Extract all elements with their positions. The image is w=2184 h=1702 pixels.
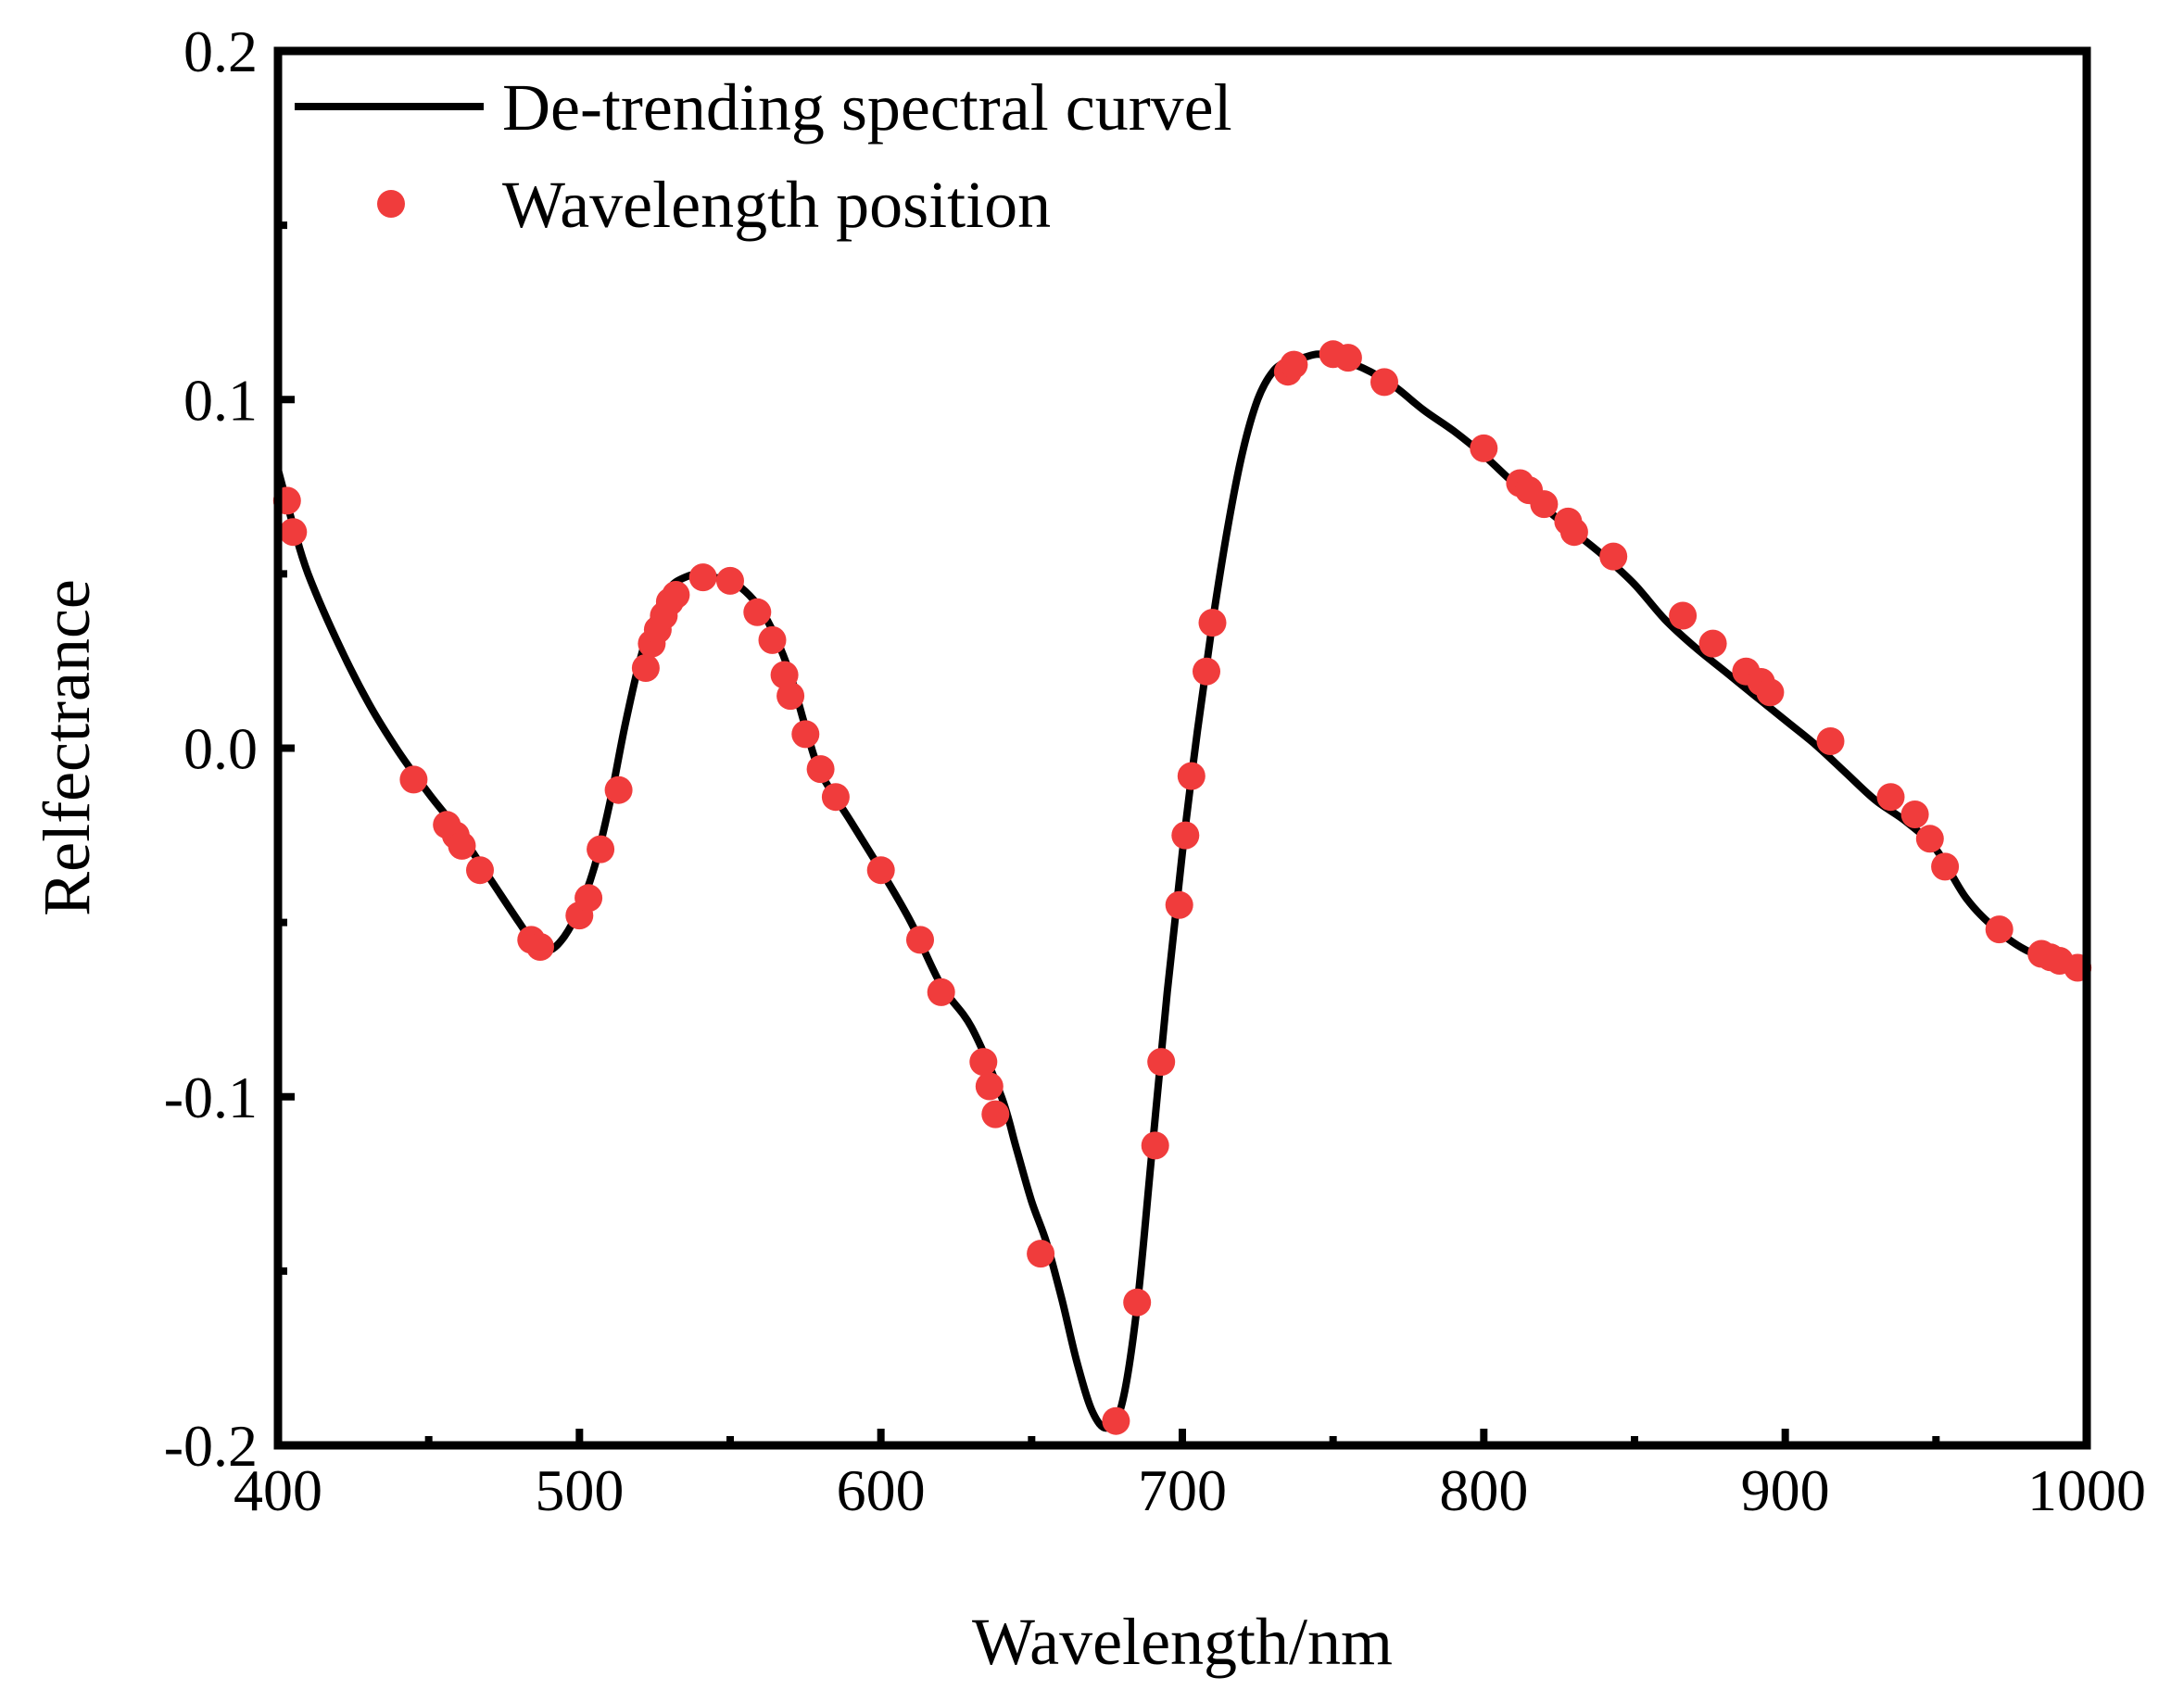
wavelength-marker — [1931, 852, 1960, 881]
wavelength-marker — [1900, 801, 1929, 828]
wavelength-marker — [975, 1072, 1004, 1101]
y-tick-label: 0.1 — [183, 367, 258, 433]
wavelength-marker — [1177, 762, 1206, 790]
x-tick-label: 500 — [535, 1457, 624, 1523]
y-tick-label: -0.2 — [164, 1413, 258, 1479]
wavelength-marker — [1756, 678, 1785, 707]
x-tick-label: 700 — [1138, 1457, 1227, 1523]
wavelength-marker — [631, 654, 660, 682]
wavelength-marker — [1333, 344, 1362, 372]
wavelength-marker — [1915, 825, 1944, 853]
wavelength-marker — [1599, 542, 1628, 571]
spectral-curve-line — [278, 350, 2087, 1432]
wavelength-marker — [776, 682, 805, 711]
x-tick-label: 600 — [837, 1457, 926, 1523]
wavelength-marker — [574, 884, 603, 913]
x-axis-ticks: 400 500 600 700 800 900 1000 — [234, 1429, 2146, 1523]
wavelength-marker — [1193, 657, 1220, 686]
wavelength-marker — [1876, 783, 1905, 812]
x-axis-title: Wavelength/nm — [972, 1605, 1393, 1679]
wavelength-marker — [1102, 1406, 1130, 1435]
wavelength-marker — [604, 775, 633, 804]
wavelength-marker — [806, 755, 835, 784]
legend-label-curve: De-trending spectral curvel — [502, 70, 1232, 145]
y-tick-label: 0.2 — [183, 19, 258, 84]
wavelength-marker — [1985, 915, 2014, 944]
wavelength-marker — [770, 661, 799, 689]
x-tick-label: 1000 — [2027, 1457, 2146, 1523]
wavelength-marker — [1559, 518, 1588, 547]
wavelength-marker — [716, 566, 744, 595]
wavelength-marker — [743, 598, 772, 626]
y-tick-label: 0.0 — [183, 716, 258, 782]
y-axis-ticks: -0.2 -0.1 0.0 0.1 0.2 — [164, 19, 295, 1479]
wavelength-marker — [1141, 1131, 1169, 1160]
wavelength-marker — [981, 1100, 1010, 1128]
wavelength-marker — [1669, 601, 1698, 630]
wavelength-marker — [1171, 821, 1200, 850]
wavelength-marker — [1123, 1288, 1152, 1317]
legend-label-markers: Wavelength position — [502, 168, 1051, 242]
wavelength-marker — [466, 856, 494, 885]
wavelength-marker — [758, 625, 787, 654]
wavelength-marker — [969, 1048, 998, 1077]
legend-marker-swatch — [377, 190, 405, 218]
wavelength-position-markers — [272, 340, 2092, 1435]
wavelength-marker — [1280, 350, 1308, 379]
wavelength-marker — [1698, 629, 1727, 658]
wavelength-marker — [526, 933, 554, 961]
wavelength-marker — [399, 765, 428, 794]
x-tick-label: 400 — [234, 1457, 322, 1523]
legend: De-trending spectral curvel Wavelength p… — [295, 70, 1232, 242]
wavelength-marker — [866, 856, 895, 885]
y-axis-title: Relfectrance — [30, 579, 104, 916]
wavelength-marker — [448, 831, 476, 860]
wavelength-marker — [1470, 434, 1498, 462]
wavelength-marker — [587, 835, 615, 864]
wavelength-marker — [688, 563, 717, 592]
wavelength-marker — [906, 926, 934, 954]
wavelength-marker — [1165, 890, 1193, 919]
wavelength-marker — [1370, 368, 1398, 397]
y-tick-label: -0.1 — [164, 1065, 258, 1130]
wavelength-marker — [791, 720, 820, 749]
x-tick-label: 800 — [1439, 1457, 1528, 1523]
wavelength-marker — [1147, 1048, 1176, 1077]
wavelength-marker — [821, 783, 850, 812]
x-tick-label: 900 — [1741, 1457, 1830, 1523]
wavelength-marker — [279, 518, 308, 547]
wavelength-marker — [927, 977, 955, 1006]
wavelength-marker — [1198, 609, 1227, 637]
wavelength-marker — [1816, 727, 1845, 755]
wavelength-marker — [662, 581, 690, 609]
wavelength-marker — [1530, 490, 1559, 519]
wavelength-marker — [1027, 1240, 1055, 1268]
